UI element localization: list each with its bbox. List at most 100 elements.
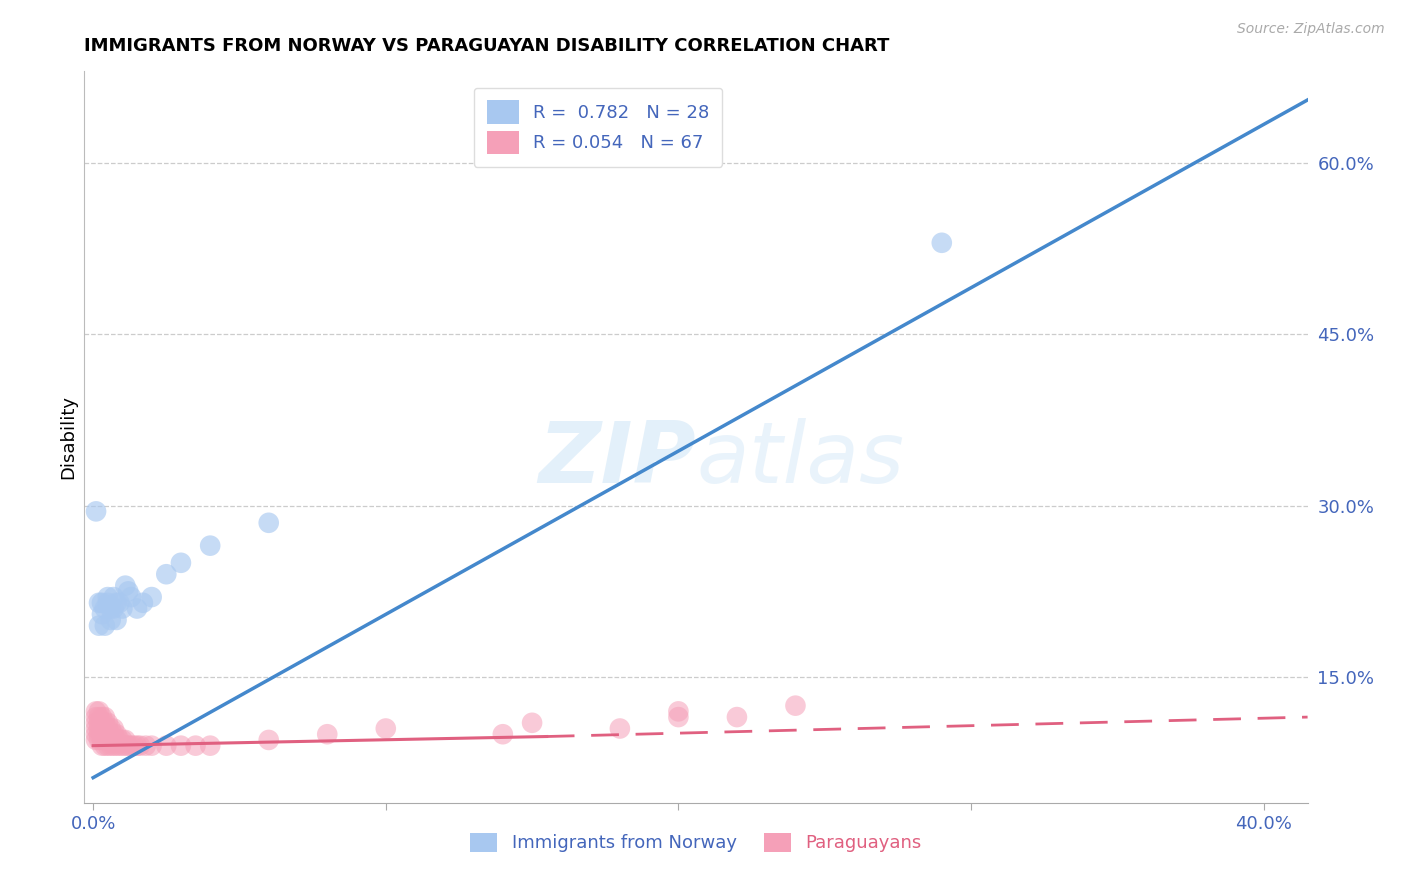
Point [111,739,134,753]
Point [100,727,122,741]
Point [100,739,122,753]
Point [103,590,125,604]
Point [84,705,107,719]
Point [94,733,117,747]
Point [90,715,112,730]
Point [105,727,128,741]
Point [105,613,128,627]
Point [90,739,112,753]
Point [931,235,953,250]
Point [105,733,128,747]
Point [90,727,112,741]
Point [103,727,125,741]
Point [125,601,148,615]
Point [90,607,112,622]
Point [108,739,131,753]
Point [132,596,155,610]
Point [108,733,131,747]
Point [94,710,117,724]
Point [97,596,120,610]
Legend: Immigrants from Norway, Paraguayans: Immigrants from Norway, Paraguayans [463,826,929,860]
Point [668,705,690,719]
Point [114,733,136,747]
Point [141,590,163,604]
Point [90,710,112,724]
Point [87,710,110,724]
Point [117,584,139,599]
Point [105,596,128,610]
Point [103,739,125,753]
Point [84,733,107,747]
Point [90,722,112,736]
Text: Source: ZipAtlas.com: Source: ZipAtlas.com [1237,22,1385,37]
Point [155,567,177,582]
Point [94,739,117,753]
Point [100,733,122,747]
Point [141,739,163,753]
Point [97,739,120,753]
Point [170,739,193,753]
Point [129,739,152,753]
Point [97,715,120,730]
Point [97,733,120,747]
Point [97,590,120,604]
Point [103,601,125,615]
Point [725,710,748,724]
Point [84,715,107,730]
Point [257,516,280,530]
Point [87,727,110,741]
Text: IMMIGRANTS FROM NORWAY VS PARAGUAYAN DISABILITY CORRELATION CHART: IMMIGRANTS FROM NORWAY VS PARAGUAYAN DIS… [84,37,890,54]
Point [84,727,107,741]
Point [87,618,110,632]
Point [84,722,107,736]
Point [198,739,221,753]
Point [87,722,110,736]
Point [120,739,142,753]
Point [135,739,157,753]
Point [520,715,543,730]
Point [90,733,112,747]
Point [120,590,142,604]
Point [111,601,134,615]
Point [114,579,136,593]
Text: atlas: atlas [696,417,904,500]
Point [87,596,110,610]
Point [155,739,177,753]
Text: ZIP: ZIP [538,417,696,500]
Point [103,733,125,747]
Point [97,722,120,736]
Point [103,722,125,736]
Point [84,710,107,724]
Point [198,539,221,553]
Point [84,504,107,518]
Point [316,727,339,741]
Point [100,722,122,736]
Point [374,722,396,736]
Point [87,715,110,730]
Point [114,739,136,753]
Point [94,722,117,736]
Point [94,618,117,632]
Point [87,733,110,747]
Point [257,733,280,747]
Point [90,596,112,610]
Point [122,739,145,753]
Point [609,722,631,736]
Point [94,727,117,741]
Point [492,727,515,741]
Point [125,739,148,753]
Point [97,727,120,741]
Point [170,556,193,570]
Point [785,698,807,713]
Point [87,705,110,719]
Y-axis label: Disability: Disability [59,395,77,479]
Point [100,601,122,615]
Point [94,601,117,615]
Point [94,715,117,730]
Point [108,596,131,610]
Point [111,733,134,747]
Point [100,613,122,627]
Point [184,739,207,753]
Point [117,739,139,753]
Point [105,739,128,753]
